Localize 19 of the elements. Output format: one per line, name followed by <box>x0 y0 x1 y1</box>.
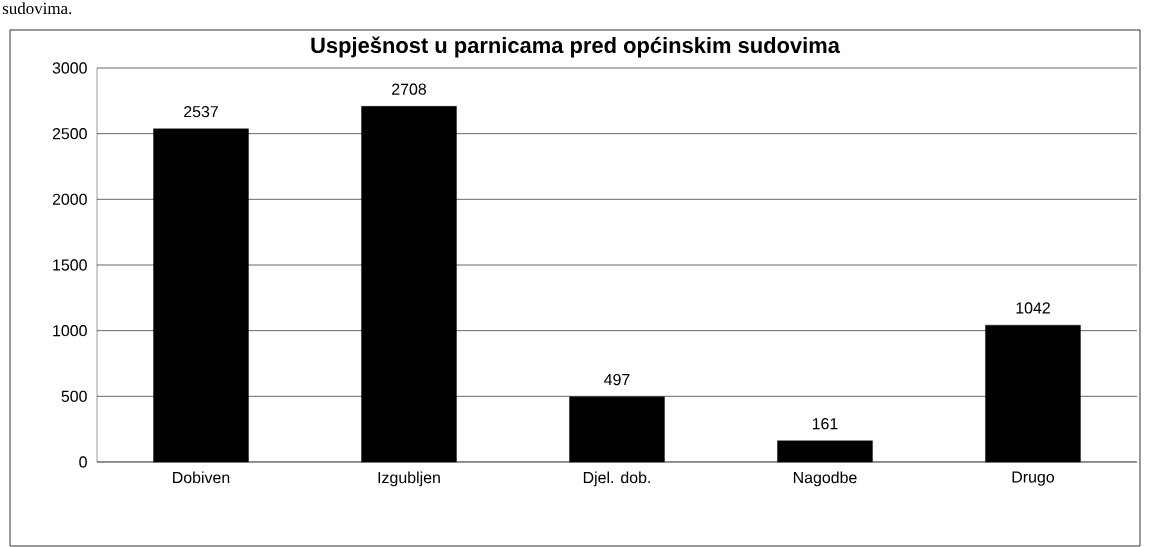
x-tick-label: Nagodbe <box>793 471 857 487</box>
data-label: 2708 <box>392 83 427 95</box>
data-label: 2537 <box>184 105 218 118</box>
text: sudovima. <box>2 2 72 15</box>
data-label: 1042 <box>1016 302 1050 314</box>
y-tick-label: 2500 <box>52 128 87 140</box>
data-label: 161 <box>812 418 838 430</box>
y-tick-label: 1500 <box>53 259 87 271</box>
x-tick-label: Drugo <box>1012 471 1054 486</box>
y-tick-label: 3000 <box>52 62 87 74</box>
x-tick-label: Izgubljen <box>378 471 440 487</box>
x-tick-label: Djel. dob. <box>583 471 650 487</box>
chart-title: Uspješnost u parnicama pred općinskim sudovima <box>311 36 841 58</box>
y-tick-label: 0 <box>79 456 87 468</box>
data-label: 497 <box>604 373 630 386</box>
x-tick-label: Dobiven <box>173 471 230 484</box>
y-tick-label: 1000 <box>53 325 87 337</box>
y-tick-label: 500 <box>61 390 87 402</box>
y-tick-label: 2000 <box>52 193 87 205</box>
